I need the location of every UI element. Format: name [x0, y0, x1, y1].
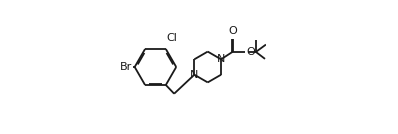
Text: Cl: Cl — [166, 33, 178, 43]
Text: Br: Br — [119, 62, 132, 72]
Text: O: O — [246, 47, 255, 57]
Text: N: N — [217, 54, 225, 64]
Text: O: O — [228, 26, 237, 36]
Text: N: N — [190, 70, 199, 80]
